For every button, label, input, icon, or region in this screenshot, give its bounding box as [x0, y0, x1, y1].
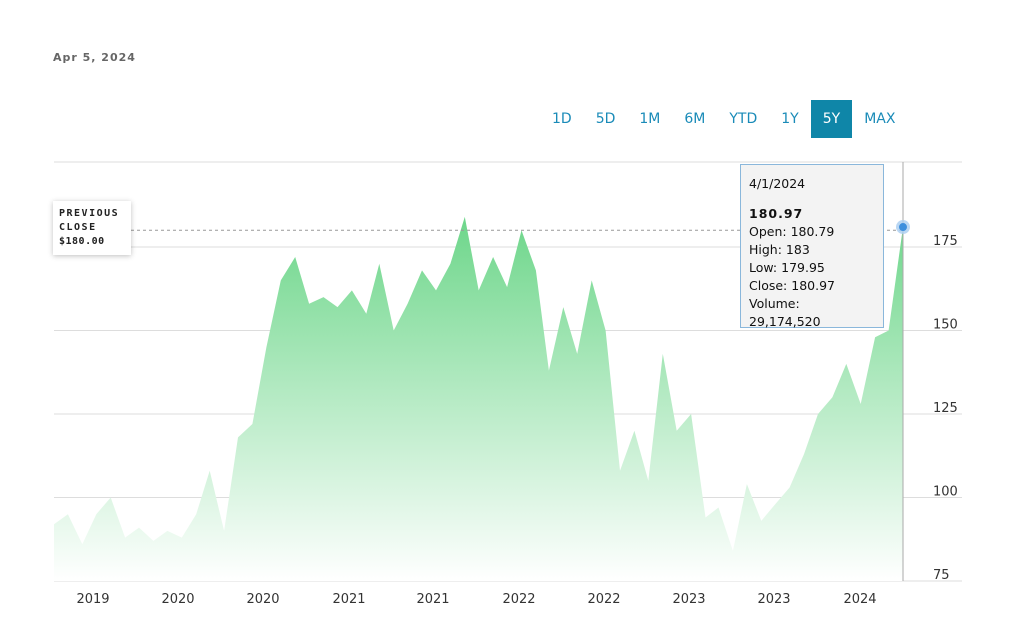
hover-point: [899, 223, 907, 232]
y-tick-label: 75: [933, 568, 950, 583]
x-tick-label: 2019: [76, 592, 109, 607]
tooltip-low: Low: 179.95: [749, 260, 825, 275]
tooltip-volume: Volume: 29,174,520: [749, 296, 821, 329]
range-1m-button[interactable]: 1M: [639, 111, 661, 127]
x-tick-label: 2022: [587, 592, 620, 607]
price-area: [54, 216, 903, 581]
y-tick-label: 175: [933, 234, 958, 249]
range-1d-button[interactable]: 1D: [552, 111, 572, 127]
range-5y-button[interactable]: 5Y: [810, 100, 853, 138]
x-tick-label: 2021: [416, 592, 449, 607]
tooltip-open: Open: 180.79: [749, 224, 835, 239]
previous-close-value: $180.00: [59, 236, 105, 247]
x-tick-label: 2023: [757, 592, 790, 607]
range-ytd-button[interactable]: YTD: [729, 111, 758, 127]
range-max-button[interactable]: MAX: [864, 111, 896, 127]
y-axis: 75 100 125 150 175: [933, 234, 958, 583]
tooltip-date: 4/1/2024: [749, 176, 806, 191]
x-tick-label: 2020: [246, 592, 279, 607]
x-tick-label: 2023: [672, 592, 705, 607]
previous-close-title-2: CLOSE: [59, 222, 97, 233]
y-tick-label: 100: [933, 485, 958, 500]
previous-close-label: PREVIOUS CLOSE $180.00: [53, 201, 131, 255]
x-tick-label: 2024: [843, 592, 876, 607]
range-selector: 1D 5D 1M 6M YTD 1Y 5Y MAX: [540, 100, 907, 138]
tooltip-price: 180.97: [749, 206, 804, 221]
as-of-date: Apr 5, 2024: [53, 51, 136, 64]
range-1y-button[interactable]: 1Y: [781, 111, 799, 127]
range-5d-button[interactable]: 5D: [595, 111, 616, 127]
x-tick-label: 2021: [332, 592, 365, 607]
x-tick-label: 2022: [502, 592, 535, 607]
range-6m-button[interactable]: 6M: [684, 111, 706, 127]
x-tick-label: 2020: [161, 592, 194, 607]
y-tick-label: 125: [933, 401, 958, 416]
previous-close-title-1: PREVIOUS: [59, 208, 120, 219]
tooltip-close: Close: 180.97: [749, 278, 835, 293]
y-tick-label: 150: [933, 318, 958, 333]
price-tooltip: 4/1/2024 180.97 Open: 180.79 High: 183 L…: [740, 164, 884, 329]
tooltip-high: High: 183: [749, 242, 810, 257]
x-axis: 2019 2020 2020 2021 2021 2022 2022 2023 2023 2024: [76, 592, 876, 607]
